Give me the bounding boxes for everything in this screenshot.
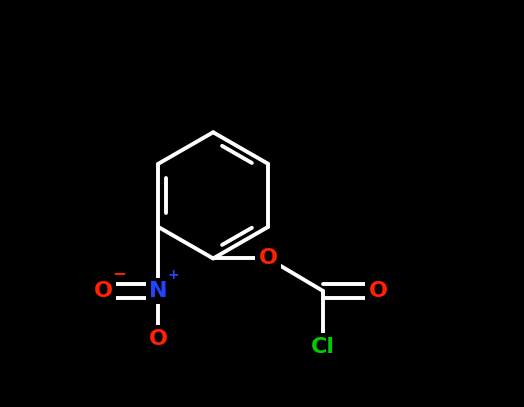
- Text: −: −: [112, 264, 126, 282]
- Text: Cl: Cl: [311, 337, 335, 357]
- Text: O: O: [368, 281, 387, 301]
- Text: +: +: [167, 268, 179, 282]
- Text: N: N: [149, 281, 168, 301]
- Text: O: O: [259, 248, 278, 269]
- Text: O: O: [149, 328, 168, 349]
- Text: O: O: [94, 281, 113, 301]
